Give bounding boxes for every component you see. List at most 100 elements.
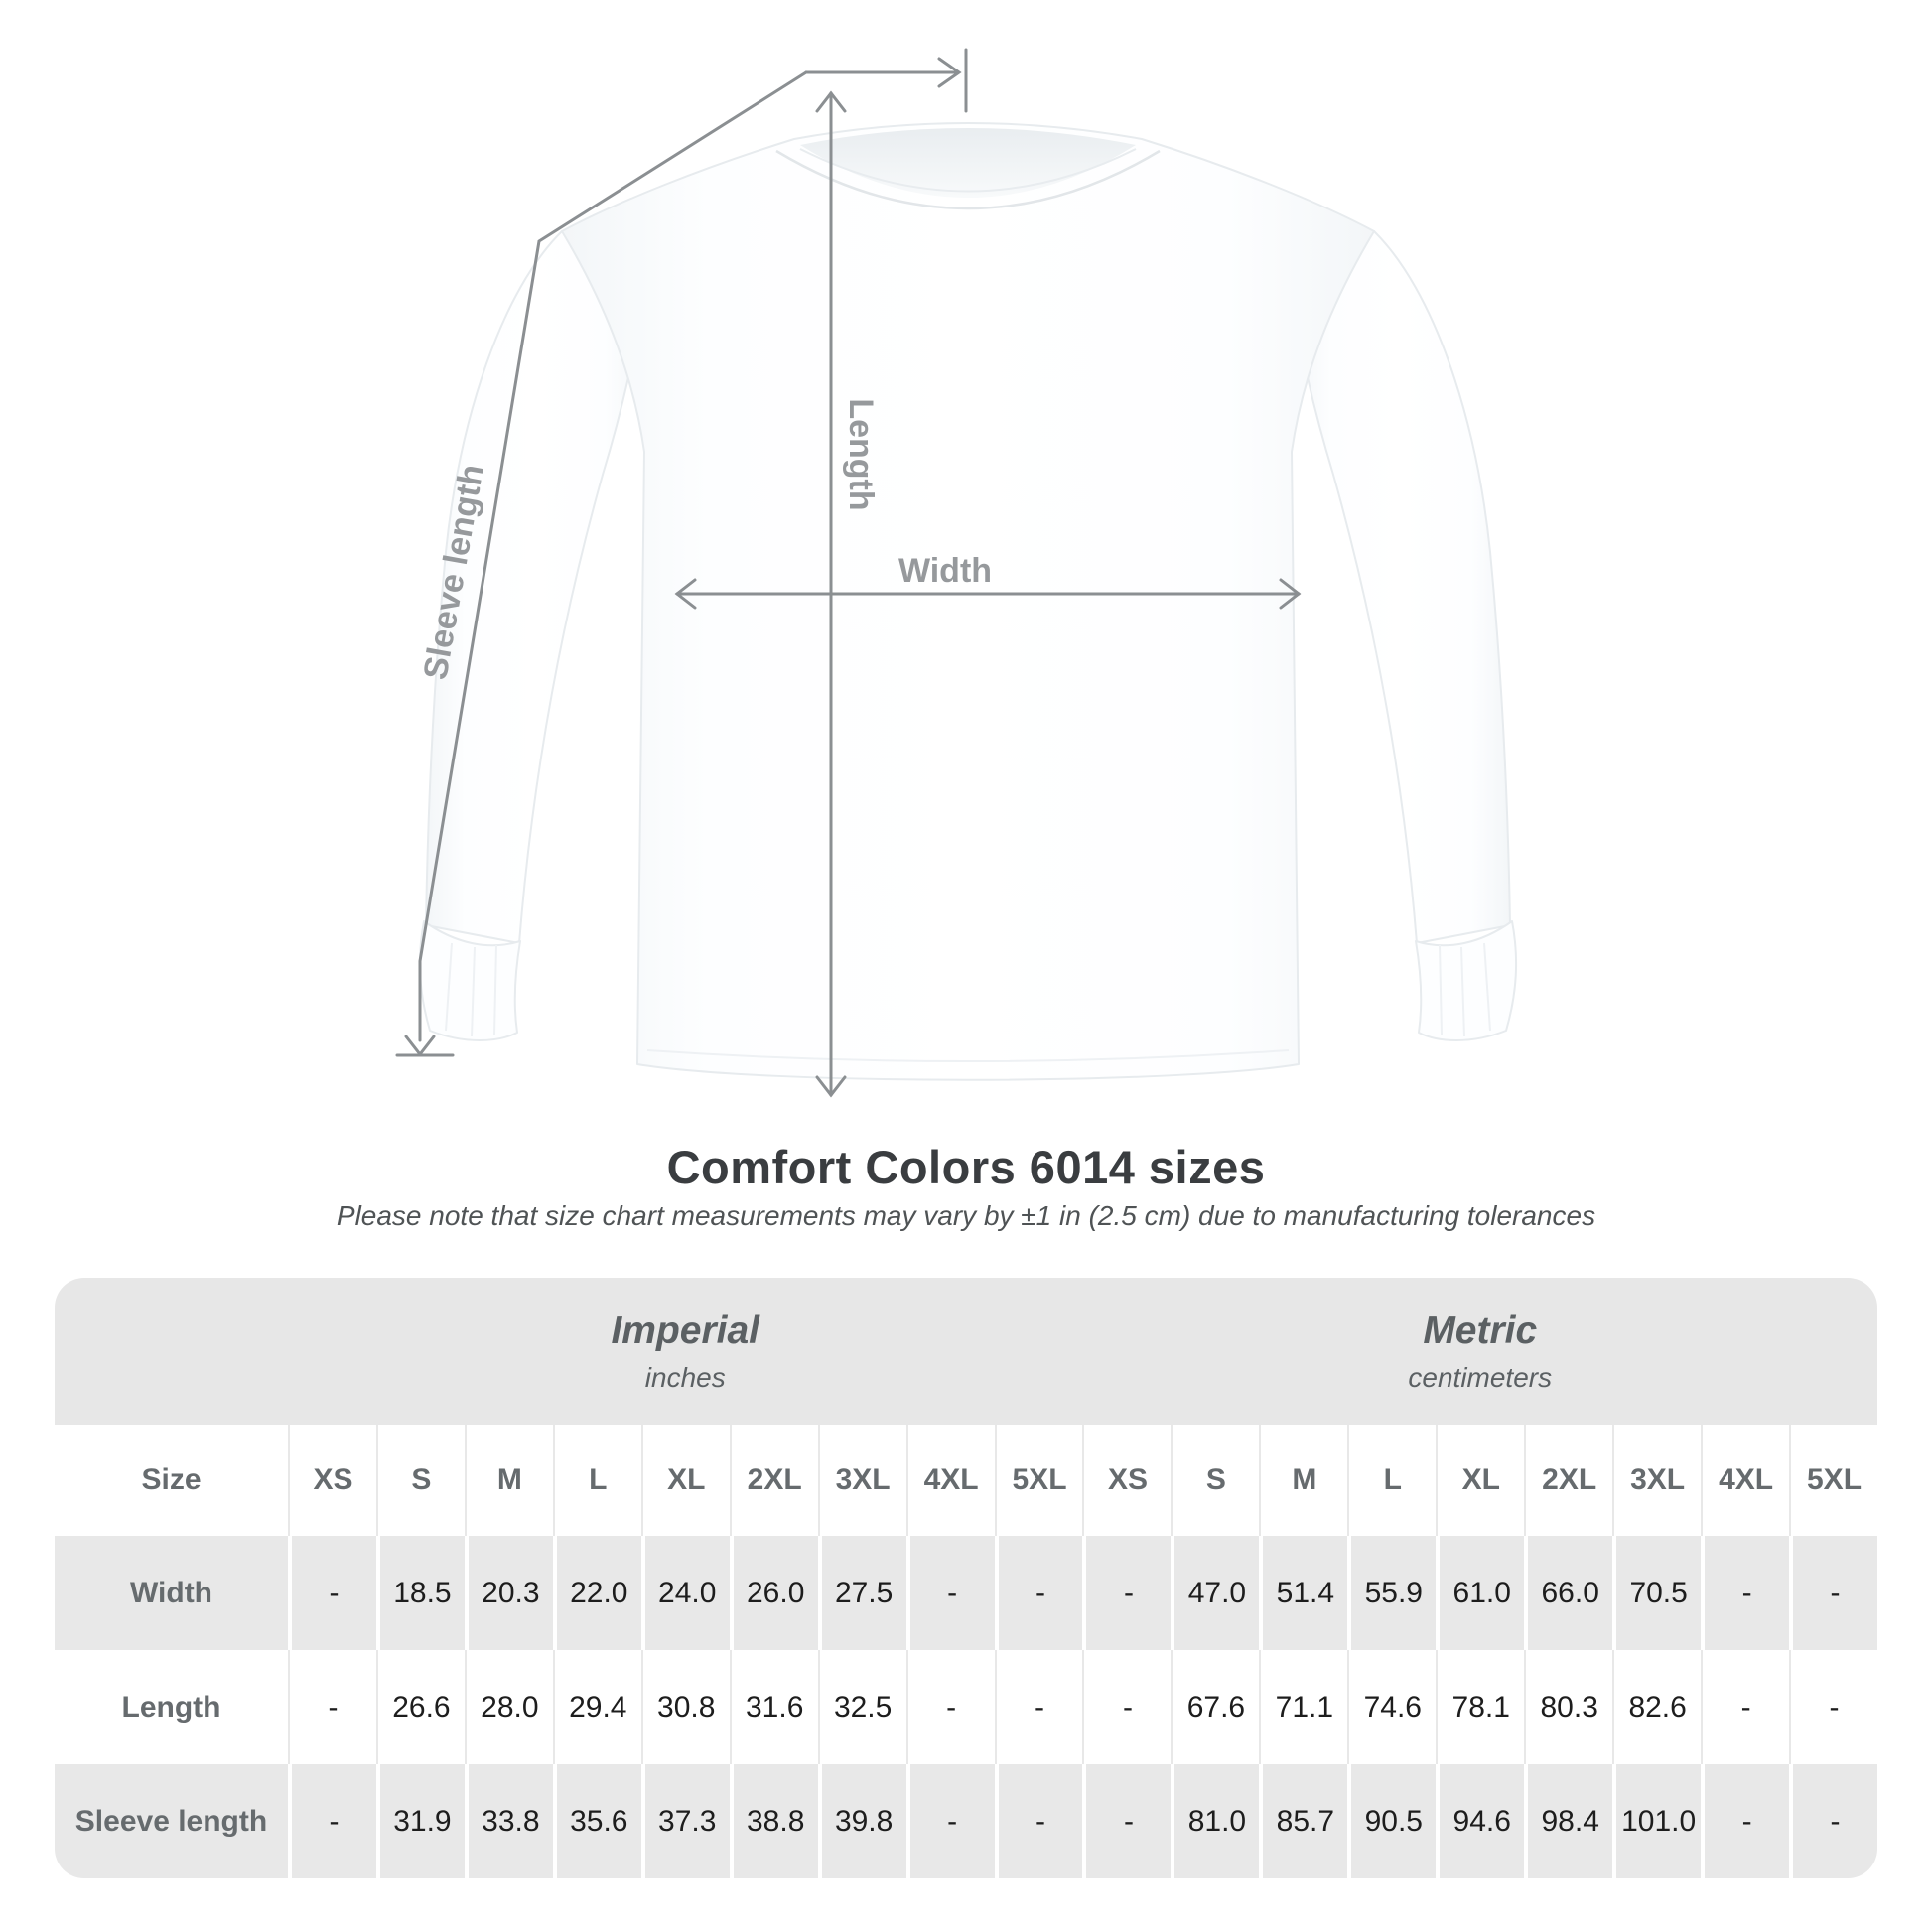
table-cell: 18.5 — [375, 1536, 465, 1650]
table-cell: 28.0 — [464, 1650, 553, 1764]
table-cell: - — [1789, 1536, 1877, 1650]
table-cell: - — [1082, 1650, 1171, 1764]
table-cell: - — [288, 1536, 376, 1650]
size-col-header: 3XL — [1612, 1425, 1701, 1536]
size-col-header: M — [1259, 1425, 1347, 1536]
table-cell: 82.6 — [1612, 1650, 1701, 1764]
size-col-header: S — [1171, 1425, 1259, 1536]
table-cell: 98.4 — [1524, 1764, 1612, 1878]
width-arrow-left-icon — [674, 578, 697, 610]
size-col-header: 2XL — [1524, 1425, 1612, 1536]
table-cell: 31.9 — [375, 1764, 465, 1878]
metric-sublabel: centimeters — [1408, 1361, 1553, 1393]
table-cell: 35.6 — [552, 1764, 641, 1878]
table-cell: 74.6 — [1347, 1650, 1436, 1764]
table-cell: - — [905, 1536, 995, 1650]
table-cell: - — [288, 1764, 376, 1878]
table-cell: - — [1701, 1536, 1789, 1650]
table-cell: 94.6 — [1436, 1764, 1524, 1878]
table-cell: 78.1 — [1436, 1650, 1524, 1764]
imperial-label: Imperial — [611, 1309, 760, 1352]
imperial-sublabel: inches — [644, 1361, 726, 1393]
table-cell: 85.7 — [1259, 1764, 1347, 1878]
table-cell: - — [905, 1764, 995, 1878]
table-cell: - — [1082, 1536, 1171, 1650]
sleeve-length-line — [418, 70, 808, 1042]
table-cell: 33.8 — [464, 1764, 553, 1878]
table-cell: 81.0 — [1171, 1764, 1259, 1878]
table-cell: - — [1082, 1764, 1171, 1878]
table-row-length: Length - 26.6 28.0 29.4 30.8 31.6 32.5 -… — [55, 1650, 1877, 1764]
width-arrow-right-icon — [1279, 578, 1302, 610]
table-cell: - — [1789, 1764, 1877, 1878]
row-label: Width — [129, 1576, 213, 1609]
table-cell: 67.6 — [1171, 1650, 1259, 1764]
size-header-row: Size XS S M L XL 2XL 3XL 4XL 5XL XS S M … — [55, 1425, 1877, 1536]
table-cell: 32.5 — [817, 1650, 906, 1764]
shirt-measurement-diagram: Width Length Sleeve length — [395, 48, 1518, 1098]
table-cell: - — [1701, 1764, 1789, 1878]
row-label: Sleeve length — [74, 1804, 268, 1838]
table-cell: 26.0 — [729, 1536, 818, 1650]
table-cell: 101.0 — [1612, 1764, 1701, 1878]
unit-header-band: Imperial inches Metric centimeters — [55, 1278, 1877, 1425]
table-cell: 61.0 — [1436, 1536, 1524, 1650]
table-cell: 47.0 — [1171, 1536, 1259, 1650]
table-row-sleeve-length: Sleeve length - 31.9 33.8 35.6 37.3 38.8… — [55, 1764, 1877, 1878]
shirt-illustration — [418, 122, 1518, 1081]
table-cell: 26.6 — [375, 1650, 465, 1764]
table-cell: 55.9 — [1347, 1536, 1436, 1650]
length-arrow-down-icon — [815, 1075, 847, 1098]
size-col-header: 5XL — [1789, 1425, 1877, 1536]
table-cell: 38.8 — [729, 1764, 818, 1878]
table-cell: - — [1701, 1650, 1789, 1764]
sleeve-length-arrow-right-icon — [937, 57, 962, 88]
collar-outer-line — [775, 149, 1161, 210]
size-table: Imperial inches Metric centimeters Size … — [55, 1278, 1877, 1878]
length-label: Length — [842, 398, 880, 510]
metric-header: Metric centimeters — [1083, 1278, 1878, 1425]
table-cell: - — [288, 1650, 376, 1764]
table-cell: - — [994, 1536, 1083, 1650]
size-col-header: L — [1347, 1425, 1436, 1536]
page-subtitle: Please note that size chart measurements… — [336, 1200, 1596, 1231]
imperial-header: Imperial inches — [288, 1278, 1083, 1425]
table-cell: 31.6 — [729, 1650, 818, 1764]
width-label: Width — [898, 552, 992, 590]
size-col-header: XL — [1436, 1425, 1524, 1536]
table-cell: 37.3 — [640, 1764, 730, 1878]
table-cell: 29.4 — [552, 1650, 641, 1764]
size-col-header: XS — [288, 1425, 376, 1536]
table-row-width: Width - 18.5 20.3 22.0 24.0 26.0 27.5 - … — [55, 1536, 1877, 1650]
table-cell: 51.4 — [1259, 1536, 1347, 1650]
size-col-header: L — [552, 1425, 641, 1536]
shirt-right-sleeve — [1291, 230, 1511, 944]
table-cell: 71.1 — [1259, 1650, 1347, 1764]
table-cell: 80.3 — [1524, 1650, 1612, 1764]
table-cell: 70.5 — [1612, 1536, 1701, 1650]
size-col-header: XL — [640, 1425, 730, 1536]
size-col-header: 2XL — [729, 1425, 818, 1536]
table-cell: 30.8 — [640, 1650, 730, 1764]
size-col-header: 4XL — [905, 1425, 995, 1536]
table-cell: - — [994, 1764, 1083, 1878]
shirt-body — [561, 122, 1375, 1081]
table-cell: 27.5 — [817, 1536, 906, 1650]
size-col-header: XS — [1082, 1425, 1171, 1536]
table-cell: 90.5 — [1347, 1764, 1436, 1878]
table-cell: 20.3 — [464, 1536, 553, 1650]
table-cell: 22.0 — [552, 1536, 641, 1650]
table-cell: 66.0 — [1524, 1536, 1612, 1650]
row-label: Length — [121, 1690, 221, 1724]
size-col-header: 4XL — [1701, 1425, 1789, 1536]
size-col-header: 5XL — [994, 1425, 1083, 1536]
hem-stitch-line — [646, 1049, 1290, 1062]
metric-label: Metric — [1423, 1309, 1538, 1352]
size-col-header: 3XL — [817, 1425, 906, 1536]
size-header-label: Size — [141, 1463, 202, 1496]
table-cell: 24.0 — [640, 1536, 730, 1650]
table-cell: - — [1789, 1650, 1877, 1764]
cuff-gather-lines — [445, 942, 1491, 1037]
size-col-header: S — [375, 1425, 465, 1536]
